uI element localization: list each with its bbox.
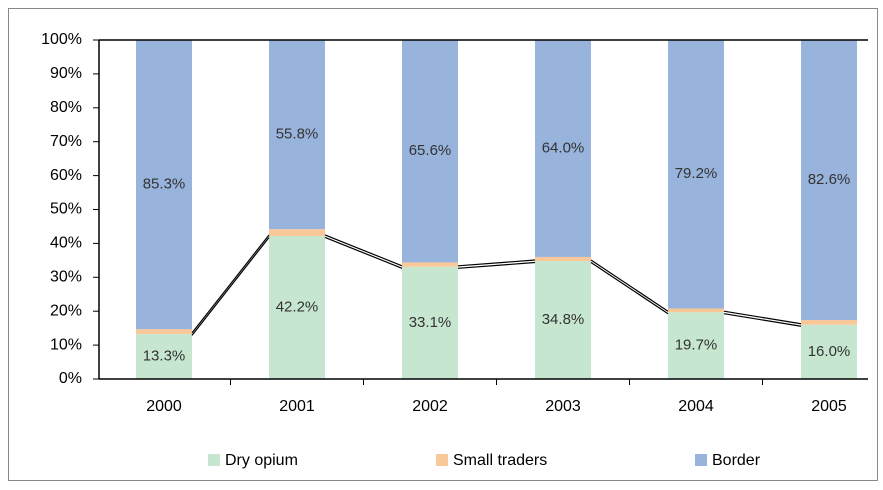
series-line	[191, 234, 270, 334]
x-tick-label: 2002	[412, 398, 448, 415]
bar-segment	[269, 229, 325, 236]
data-label: 16.0%	[808, 343, 851, 360]
y-tick-label: 10%	[50, 336, 82, 353]
data-label: 33.1%	[409, 314, 452, 331]
bar-segment	[668, 308, 724, 313]
bar-segment	[535, 256, 591, 262]
x-tick-label: 2005	[811, 398, 847, 415]
bar-segment	[535, 261, 591, 379]
y-tick-label: 40%	[50, 235, 82, 252]
series-line	[191, 237, 270, 336]
y-tick-label: 90%	[50, 65, 82, 82]
legend-swatch	[208, 454, 220, 466]
legend-label: Small traders	[453, 452, 547, 469]
series-line	[324, 234, 403, 267]
bar-segment	[269, 235, 325, 379]
bar-segment	[668, 40, 724, 309]
data-label: 65.6%	[409, 142, 452, 159]
data-label: 19.7%	[675, 337, 718, 354]
bar-segment	[136, 329, 192, 334]
series-line	[723, 310, 802, 325]
y-tick-label: 70%	[50, 133, 82, 150]
bar-segment	[269, 40, 325, 230]
bar-segment	[668, 312, 724, 379]
series-line	[590, 259, 669, 312]
y-tick-label: 80%	[50, 99, 82, 116]
legend-swatch	[695, 454, 707, 466]
data-label: 34.8%	[542, 311, 585, 328]
data-label: 13.3%	[143, 347, 186, 364]
x-tick-label: 2003	[545, 398, 581, 415]
bar-segment	[136, 40, 192, 330]
data-label: 82.6%	[808, 171, 851, 188]
y-tick-label: 50%	[50, 201, 82, 218]
series-line	[590, 262, 669, 315]
bar-segment	[402, 266, 458, 379]
x-tick-label: 2000	[146, 398, 182, 415]
y-tick-label: 100%	[41, 31, 82, 48]
legend-label: Dry opium	[225, 452, 298, 469]
data-label: 64.0%	[542, 139, 585, 156]
y-tick-label: 60%	[50, 167, 82, 184]
x-tick-label: 2001	[279, 398, 315, 415]
bar-segment	[801, 40, 857, 321]
bar-segment	[402, 40, 458, 263]
bar-segment	[535, 40, 591, 257]
series-line	[457, 261, 536, 269]
y-tick-label: 20%	[50, 302, 82, 319]
y-tick-label: 30%	[50, 269, 82, 286]
bar-segment	[402, 262, 458, 267]
data-label: 79.2%	[675, 165, 718, 182]
bar-segment	[801, 324, 857, 379]
y-tick-label: 0%	[59, 370, 82, 387]
series-line	[723, 313, 802, 327]
legend-label: Border	[712, 452, 761, 469]
data-label: 55.8%	[276, 126, 319, 143]
bar-segment	[136, 333, 192, 379]
x-tick-label: 2004	[678, 398, 714, 415]
data-label: 85.3%	[143, 176, 186, 193]
data-label: 42.2%	[276, 298, 319, 315]
legend-swatch	[436, 454, 448, 466]
series-line	[457, 259, 536, 267]
series-line	[324, 236, 403, 269]
bar-segment	[801, 320, 857, 325]
